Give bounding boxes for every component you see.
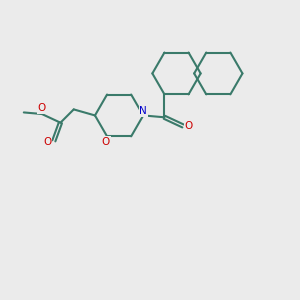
Text: N: N [140, 106, 147, 116]
Text: O: O [38, 103, 46, 113]
Text: O: O [101, 137, 110, 147]
Text: O: O [185, 121, 193, 131]
Text: O: O [43, 137, 52, 147]
